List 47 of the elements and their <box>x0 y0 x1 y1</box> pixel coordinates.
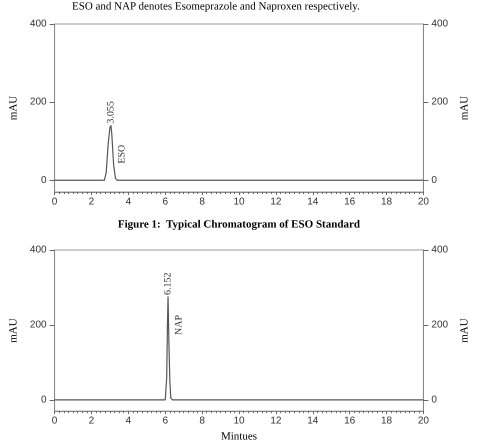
line-series <box>54 124 424 181</box>
x-tick-label: 2 <box>88 416 95 427</box>
y-axis-title: mAU <box>8 96 20 120</box>
annotation: 3.055 <box>105 101 116 124</box>
y-tick-label: 400 <box>30 244 48 256</box>
y2-tick-label: 0 <box>431 394 438 406</box>
y-axis-title: mAU <box>8 318 20 343</box>
x-tick-label: 16 <box>344 196 356 208</box>
annotation: 6.152 <box>162 272 174 295</box>
y2-tick-label: 200 <box>431 96 449 108</box>
y2-tick-label: 400 <box>431 18 449 30</box>
x-tick-label: 8 <box>199 416 206 427</box>
y-tick-label: 200 <box>30 319 48 330</box>
y2-tick-label: 400 <box>431 244 449 256</box>
x-tick-label: 2 <box>88 196 95 208</box>
x-tick-label: 0 <box>52 416 58 427</box>
x-tick-label: 18 <box>380 196 393 208</box>
x-tick-label: 14 <box>307 196 319 208</box>
y2-axis-title: mAU <box>458 318 470 343</box>
x-tick-label: 4 <box>126 416 132 427</box>
y-tick-label: 0 <box>41 394 48 406</box>
y2-axis-title: mAU <box>458 96 470 120</box>
x-tick-label: 12 <box>270 196 282 208</box>
line-series <box>54 296 424 400</box>
y2-tick-label: 200 <box>431 319 449 330</box>
annotation: ESO <box>116 144 128 164</box>
y2-tick-label: 0 <box>431 174 438 186</box>
x-tick-label: 12 <box>270 416 282 427</box>
x-tick-label: 20 <box>418 416 430 427</box>
annotation: NAP <box>174 314 185 335</box>
text: Figure 1: Typical Chromatogram of ESO Standard <box>118 218 360 230</box>
x-axis-title: Mintues <box>220 430 258 442</box>
x-tick-label: 8 <box>199 196 206 208</box>
y-tick-label: 200 <box>30 96 48 108</box>
x-tick-label: 4 <box>126 196 132 208</box>
x-tick-label: 6 <box>162 196 168 208</box>
x-tick-label: 0 <box>52 196 58 208</box>
x-tick-label: 20 <box>418 196 430 208</box>
y-tick-label: 400 <box>30 18 48 30</box>
x-tick-label: 14 <box>307 416 319 427</box>
x-tick-label: 10 <box>233 416 245 427</box>
x-tick-label: 6 <box>162 416 168 427</box>
y-tick-label: 0 <box>41 174 48 186</box>
x-tick-label: 10 <box>233 196 245 208</box>
x-tick-label: 18 <box>380 416 393 427</box>
x-tick-label: 16 <box>344 416 356 427</box>
text: ESO and NAP denotes Esomeprazole and Naproxen respectively. <box>72 0 360 12</box>
